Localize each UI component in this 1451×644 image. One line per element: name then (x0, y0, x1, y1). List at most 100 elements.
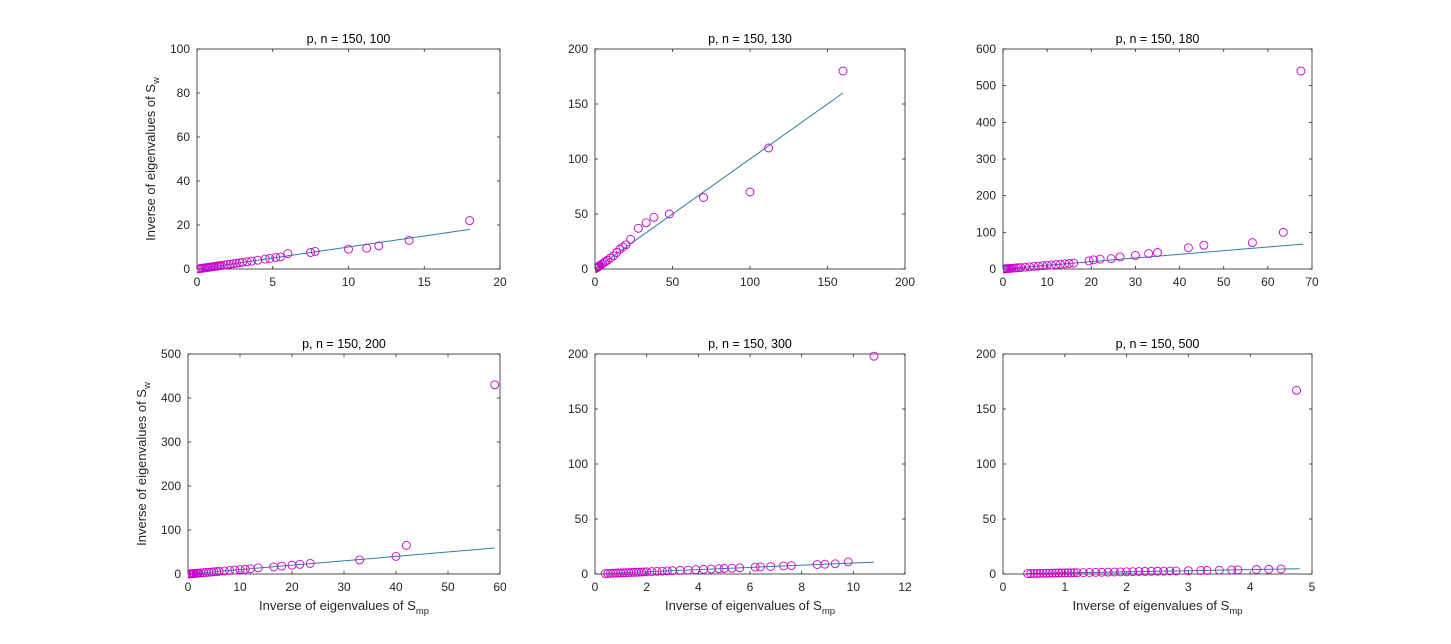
data-point (601, 256, 611, 266)
data-point (1103, 567, 1113, 577)
y-axis-label-main: Inverse of eigenvalues of S (134, 389, 149, 546)
x-tick-label: 0 (592, 275, 599, 289)
data-point (1146, 566, 1156, 576)
data-point (1042, 260, 1052, 270)
data-point (214, 566, 224, 576)
x-tick-label: 100 (740, 275, 760, 289)
data-point (1095, 254, 1105, 264)
data-point (275, 252, 285, 262)
data-point (1020, 262, 1030, 272)
data-layer (595, 66, 848, 273)
subplot-title: p, n = 150, 500 (1116, 337, 1200, 351)
x-tick-label: 12 (898, 580, 912, 594)
x-tick-label: 15 (418, 275, 432, 289)
data-point (235, 565, 245, 575)
x-tick-label: 3 (1185, 580, 1192, 594)
data-point (1144, 249, 1154, 259)
data-point (595, 263, 601, 273)
y-tick-label: 0 (183, 262, 190, 276)
data-point (755, 562, 765, 572)
y-tick-label: 100 (161, 523, 181, 537)
data-point (310, 246, 320, 256)
data-point (1026, 569, 1036, 578)
x-axis-label: Inverse of eigenvalues of Smp (259, 598, 429, 617)
y-tick-label: 100 (568, 152, 588, 166)
data-point (1051, 568, 1060, 578)
x-tick-label: 20 (285, 580, 299, 594)
data-point (1072, 568, 1082, 578)
data-point (1025, 262, 1034, 272)
data-point (609, 251, 619, 261)
data-point (219, 566, 229, 576)
data-point (1066, 568, 1076, 578)
data-point (271, 253, 281, 263)
y-tick-label: 60 (177, 130, 191, 144)
data-point (1159, 566, 1169, 576)
subplot-title: p, n = 150, 130 (708, 32, 792, 46)
data-point (1183, 243, 1193, 253)
x-tick-label: 5 (1309, 580, 1316, 594)
data-point (219, 260, 229, 270)
data-point (1140, 567, 1150, 576)
y-tick-label: 200 (976, 347, 996, 361)
x-tick-label: 0 (1000, 580, 1007, 594)
data-point (1038, 261, 1048, 271)
data-point (1109, 567, 1119, 577)
data-point (1035, 568, 1045, 578)
data-point (1097, 567, 1107, 577)
data-point (465, 216, 475, 226)
x-tick-label: 1 (1061, 580, 1068, 594)
data-point (1041, 568, 1051, 578)
y-tick-label: 200 (568, 347, 588, 361)
y-tick-label: 0 (989, 262, 996, 276)
data-point (1130, 250, 1140, 260)
x-tick-label: 4 (1247, 580, 1254, 594)
x-tick-label: 70 (1305, 275, 1319, 289)
data-point (209, 567, 219, 577)
data-point (1029, 261, 1039, 271)
x-tick-label: 50 (441, 580, 455, 594)
x-tick-label: 0 (194, 275, 201, 289)
data-point (1078, 568, 1088, 578)
data-point (1054, 568, 1064, 578)
data-point (1047, 260, 1057, 270)
data-point (1276, 564, 1286, 574)
data-point (1296, 66, 1306, 76)
data-point (242, 257, 252, 267)
y-axis-label-subscript: w (151, 77, 162, 85)
data-point (1153, 248, 1162, 257)
data-point (618, 242, 628, 252)
x-tick-label: 20 (1085, 275, 1099, 289)
y-tick-label: 40 (177, 174, 191, 188)
data-point (1064, 259, 1074, 268)
y-tick-label: 300 (976, 152, 996, 166)
data-layer (188, 380, 500, 579)
data-point (283, 249, 293, 259)
y-tick-label: 100 (976, 225, 996, 239)
data-point (843, 557, 853, 567)
data-point (391, 551, 401, 561)
data-point (1227, 565, 1237, 575)
x-tick-label: 50 (666, 275, 680, 289)
fit-line (595, 92, 844, 270)
x-tick-label: 60 (493, 580, 507, 594)
data-point (621, 240, 631, 250)
x-axis-label: Inverse of eigenvalues of Smp (665, 598, 835, 617)
y-tick-label: 500 (161, 347, 181, 361)
data-point (1089, 255, 1098, 265)
x-tick-label: 30 (1129, 275, 1143, 289)
subplot-1: p, n = 150, 100 0 5 10 15 20 0 20 40 60 80 100 Inver… (143, 32, 507, 289)
data-point (1115, 567, 1125, 577)
data-point (1057, 568, 1067, 578)
data-point (1183, 566, 1193, 576)
data-layer (1003, 66, 1306, 274)
data-point (838, 66, 848, 76)
data-point (1106, 254, 1116, 264)
y-tick-label: 600 (976, 42, 996, 56)
data-point (786, 561, 796, 571)
y-axis-label-main: Inverse of eigenvalues of S (143, 84, 158, 241)
x-tick-label: 40 (389, 580, 403, 594)
x-tick-label: 60 (1261, 275, 1275, 289)
data-point (602, 255, 612, 265)
x-axis-label-subscript: mp (822, 606, 835, 617)
